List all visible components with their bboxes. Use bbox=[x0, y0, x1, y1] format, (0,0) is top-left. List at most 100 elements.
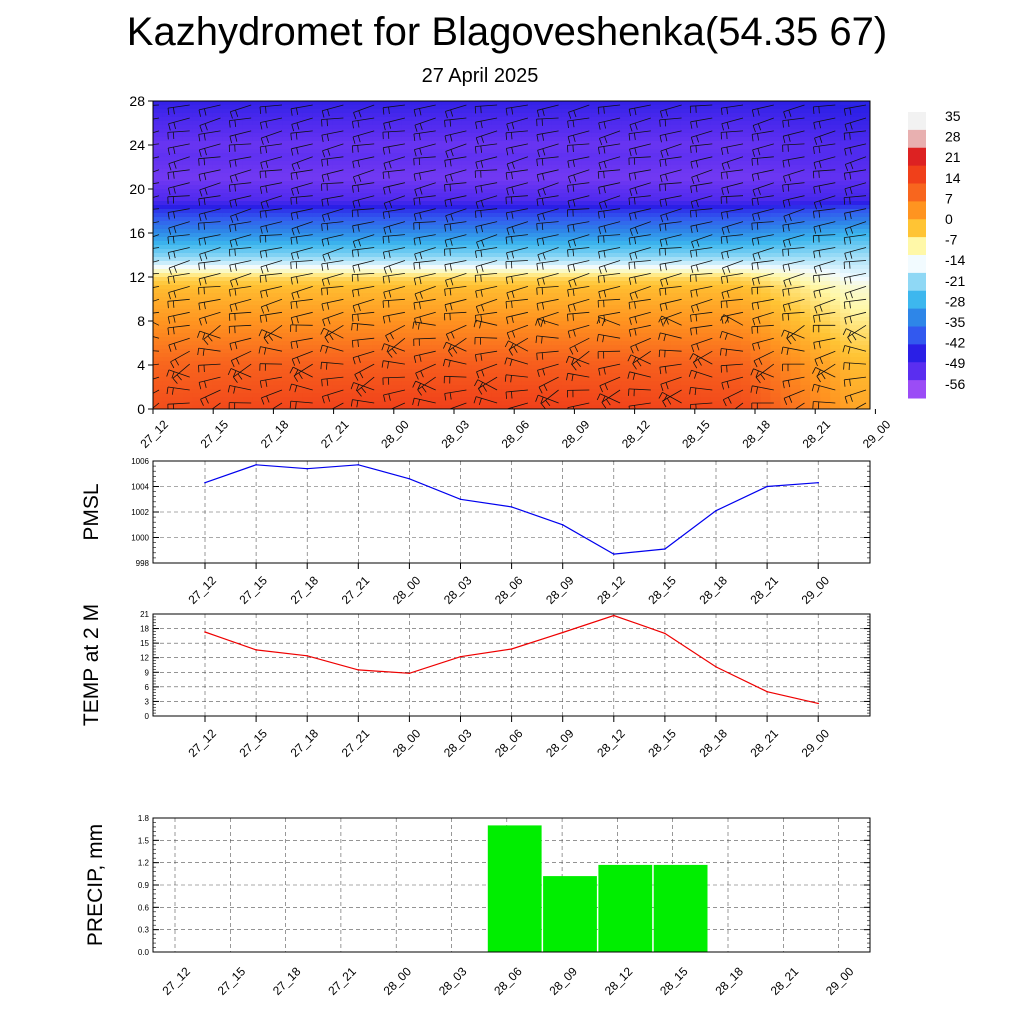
heatmap-cell bbox=[760, 185, 772, 190]
heatmap-cell bbox=[700, 389, 712, 394]
heatmap-cell bbox=[660, 121, 672, 126]
heatmap-cell bbox=[242, 145, 254, 150]
heatmap-cell bbox=[242, 165, 254, 170]
heatmap-cell bbox=[272, 369, 284, 374]
heatmap-cell bbox=[242, 161, 254, 166]
heatmap-cell bbox=[153, 265, 164, 270]
heatmap-cell bbox=[372, 261, 383, 266]
heatmap-cell bbox=[172, 193, 184, 198]
heatmap-cell bbox=[182, 169, 194, 174]
heatmap-cell bbox=[342, 253, 353, 258]
heatmap-cell bbox=[531, 305, 542, 310]
heatmap-cell bbox=[172, 197, 184, 202]
heatmap-cell bbox=[431, 281, 443, 286]
heatmap-cell bbox=[760, 373, 772, 378]
heatmap-cell bbox=[700, 249, 712, 254]
heatmap-cell bbox=[591, 237, 602, 242]
heatmap-cell bbox=[621, 149, 632, 154]
heatmap-cell bbox=[172, 237, 184, 242]
heatmap-cell bbox=[431, 145, 443, 150]
heatmap-cell bbox=[740, 265, 752, 270]
heatmap-cell bbox=[551, 117, 562, 122]
heatmap-cell bbox=[551, 237, 562, 242]
heatmap-cell bbox=[750, 357, 762, 362]
heatmap-cell bbox=[162, 325, 174, 330]
heatmap-cell bbox=[700, 229, 712, 234]
heatmap-cell bbox=[182, 337, 194, 342]
heatmap-cell bbox=[192, 385, 204, 390]
heatmap-cell bbox=[611, 381, 622, 386]
heatmap-cell bbox=[222, 105, 234, 110]
heatmap-cell bbox=[780, 289, 791, 294]
heatmap-cell bbox=[481, 169, 493, 174]
heatmap-cell bbox=[790, 225, 801, 230]
heatmap-cell bbox=[411, 325, 423, 330]
heatmap-cell bbox=[401, 233, 413, 238]
heatmap-cell bbox=[392, 325, 403, 330]
heatmap-cell bbox=[372, 117, 383, 122]
heatmap-cell bbox=[621, 157, 632, 162]
heatmap-cell bbox=[491, 381, 503, 386]
heatmap-cell bbox=[192, 273, 204, 278]
heatmap-cell bbox=[202, 345, 214, 350]
heatmap-cell bbox=[212, 237, 224, 242]
heatmap-cell bbox=[322, 313, 333, 318]
heatmap-cell bbox=[232, 297, 244, 302]
heatmap-cell bbox=[451, 293, 463, 298]
heatmap-cell bbox=[660, 249, 672, 254]
heatmap-cell bbox=[342, 321, 353, 326]
heatmap-cell bbox=[192, 145, 204, 150]
heatmap-cell bbox=[212, 229, 224, 234]
heatmap-cell bbox=[282, 353, 294, 358]
heatmap-cell bbox=[272, 277, 284, 282]
heatmap-cell bbox=[421, 101, 433, 106]
heatmap-cell bbox=[421, 329, 433, 334]
heatmap-cell bbox=[431, 285, 443, 290]
heatmap-cell bbox=[471, 317, 483, 322]
heatmap-cell bbox=[531, 189, 542, 194]
heatmap-cell bbox=[411, 173, 423, 178]
heatmap-cell bbox=[740, 109, 752, 114]
heatmap-cell bbox=[790, 353, 801, 358]
heatmap-cell bbox=[192, 105, 204, 110]
heatmap-cell bbox=[511, 237, 523, 242]
heatmap-cell bbox=[631, 365, 642, 370]
heatmap-cell bbox=[272, 357, 284, 362]
heatmap-cell bbox=[690, 149, 702, 154]
heatmap-cell bbox=[232, 217, 244, 222]
heatmap-cell bbox=[332, 149, 343, 154]
heatmap-cell bbox=[670, 381, 682, 386]
heatmap-cell bbox=[202, 245, 214, 250]
heatmap-cell bbox=[760, 133, 772, 138]
heatmap-cell bbox=[621, 313, 632, 318]
heatmap-cell bbox=[232, 141, 244, 146]
heatmap-cell bbox=[571, 149, 582, 154]
heatmap-cell bbox=[272, 289, 284, 294]
heatmap-cell bbox=[571, 373, 582, 378]
heatmap-cell bbox=[342, 241, 353, 246]
heatmap-cell bbox=[640, 185, 652, 190]
heatmap-cell bbox=[242, 197, 254, 202]
heatmap-cell bbox=[591, 121, 602, 126]
heatmap-cell bbox=[750, 193, 762, 198]
heatmap-cell bbox=[252, 169, 264, 174]
heatmap-cell bbox=[382, 213, 393, 218]
heatmap-cell bbox=[362, 193, 373, 198]
heatmap-cell bbox=[232, 381, 244, 386]
heatmap-cell bbox=[511, 189, 523, 194]
heatmap-cell bbox=[660, 377, 672, 382]
heatmap-cell bbox=[292, 241, 303, 246]
heatmap-cell bbox=[750, 313, 762, 318]
heatmap-cell bbox=[312, 217, 323, 222]
heatmap-cell bbox=[481, 229, 493, 234]
heatmap-cell bbox=[202, 241, 214, 246]
heatmap-cell bbox=[760, 341, 772, 346]
heatmap-cell bbox=[521, 261, 533, 266]
heatmap-cell bbox=[601, 369, 612, 374]
heatmap-cell bbox=[611, 345, 622, 350]
heatmap-cell bbox=[242, 281, 254, 286]
heatmap-cell bbox=[362, 317, 373, 322]
heatmap-cell bbox=[501, 249, 513, 254]
heatmap-cell bbox=[182, 269, 194, 274]
heatmap-cell bbox=[461, 253, 473, 258]
